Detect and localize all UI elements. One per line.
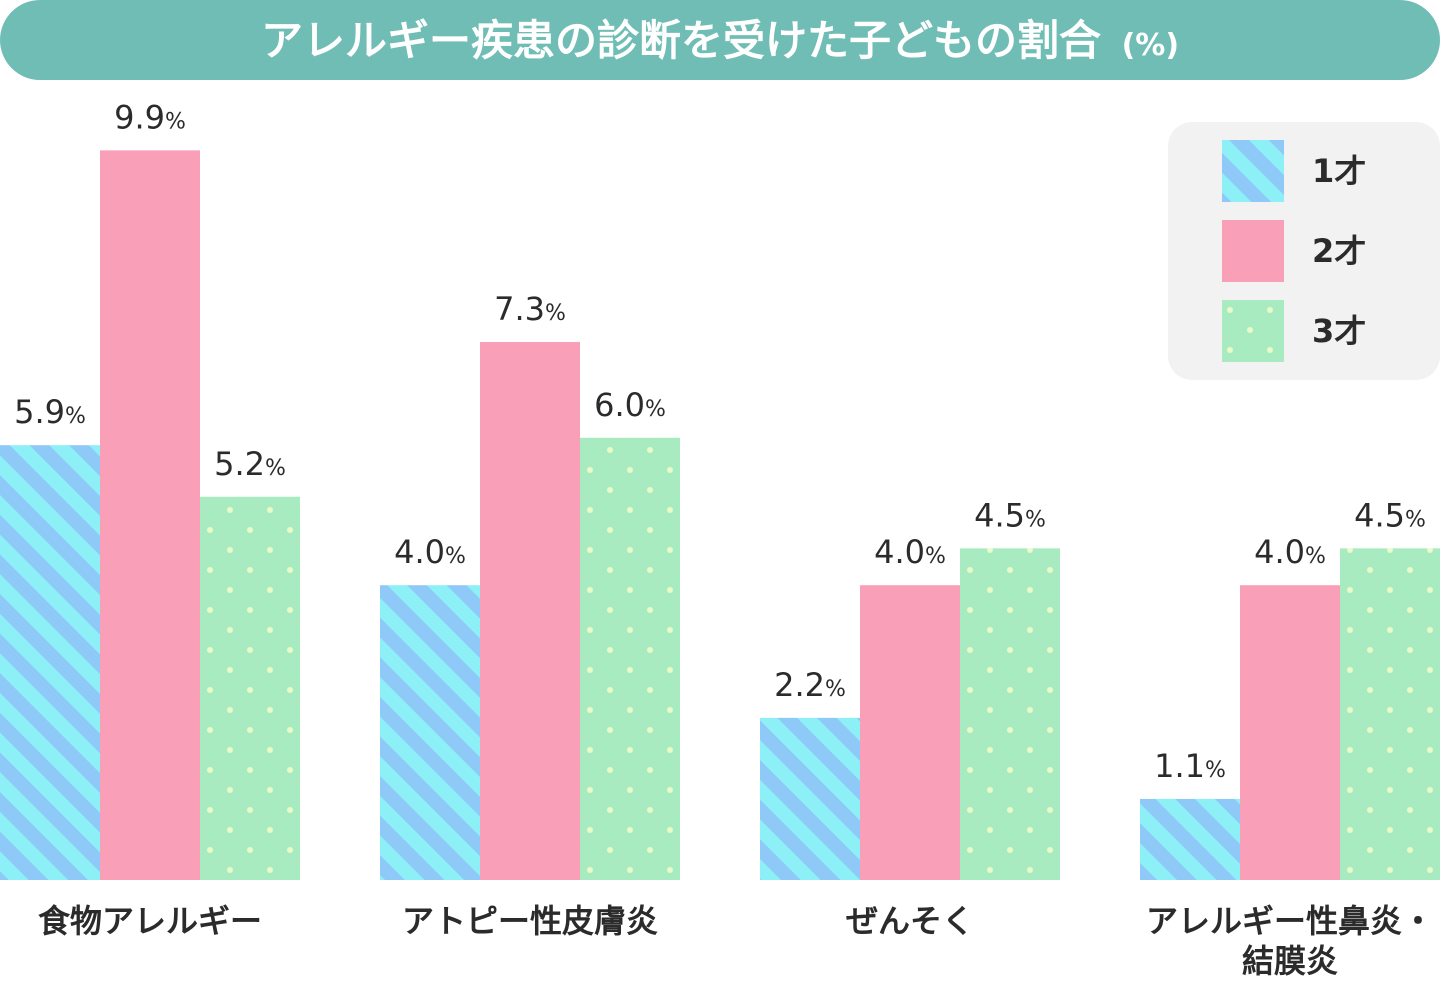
value-number: 4.0	[394, 533, 445, 571]
chart-title-unit: (%)	[1122, 28, 1179, 63]
value-label-series2-cat4: 4.0%	[1254, 533, 1326, 571]
value-number: 5.2	[214, 445, 265, 483]
bar-series1-cat4	[1140, 798, 1240, 880]
value-unit: %	[1405, 507, 1426, 532]
bar-series3-cat2	[580, 437, 680, 880]
title-background	[0, 0, 1440, 80]
value-label-series2-cat1: 9.9%	[114, 98, 186, 136]
legend-swatch-3	[1222, 300, 1284, 362]
chart-title-banner: アレルギー疾患の診断を受けた子どもの割合 (%)	[0, 0, 1440, 80]
legend-swatch-2	[1222, 220, 1284, 282]
bar-series3-cat4	[1340, 548, 1440, 880]
category-label-3: ぜんそく	[846, 902, 974, 940]
chart-title: アレルギー疾患の診断を受けた子どもの割合 (%)	[261, 16, 1179, 65]
value-label-series2-cat3: 4.0%	[874, 533, 946, 571]
category-label-2: アトピー性皮膚炎	[402, 902, 658, 940]
category-label-line: アトピー性皮膚炎	[402, 902, 658, 940]
value-label-series3-cat1: 5.2%	[214, 445, 286, 483]
value-number: 4.0	[1254, 533, 1305, 571]
value-number: 7.3	[494, 290, 545, 328]
category-label-group: 食物アレルギー アトピー性皮膚炎 ぜんそく アレルギー性鼻炎・結膜炎	[38, 902, 1434, 980]
bar-series1-cat2	[380, 585, 480, 880]
category-label-line: ぜんそく	[846, 902, 974, 940]
value-number: 1.1	[1154, 747, 1205, 785]
value-number: 5.9	[14, 393, 65, 431]
chart-title-main: アレルギー疾患の診断を受けた子どもの割合	[261, 16, 1101, 65]
value-unit: %	[1205, 758, 1226, 783]
value-unit: %	[165, 109, 186, 134]
value-label-group: 5.9%4.0%2.2%1.1%9.9%7.3%4.0% 4.0%5.2%6.0%…	[14, 98, 1426, 785]
bar-series3-cat1	[200, 496, 300, 880]
value-label-series1-cat3: 2.2%	[774, 666, 846, 704]
value-unit: %	[925, 544, 946, 569]
category-label-line: アレルギー性鼻炎・	[1146, 902, 1434, 940]
value-label-series3-cat4: 4.5%	[1354, 496, 1426, 534]
category-label-1: 食物アレルギー	[38, 902, 262, 940]
bar-series3-cat3	[960, 548, 1060, 880]
bar-group	[0, 150, 1440, 880]
bar-series2-cat2	[480, 341, 580, 880]
value-unit: %	[545, 301, 566, 326]
legend-label-3: 3才	[1312, 312, 1366, 350]
legend-label-1: 1才	[1312, 152, 1366, 190]
value-label-series1-cat4: 1.1%	[1154, 747, 1226, 785]
value-label-series1-cat1: 5.9%	[14, 393, 86, 431]
bar-series1-cat3	[760, 717, 860, 880]
value-unit: %	[65, 404, 86, 429]
category-label-4: アレルギー性鼻炎・結膜炎	[1146, 902, 1434, 980]
value-number: 9.9	[114, 98, 165, 136]
value-number: 2.2	[774, 666, 825, 704]
value-label-series2-cat2: 7.3%	[494, 290, 566, 328]
bar-series2-cat4	[1240, 585, 1340, 880]
legend-background	[1168, 122, 1440, 380]
value-unit: %	[825, 677, 846, 702]
bar-series2-cat3	[860, 585, 960, 880]
category-label-line: 結膜炎	[1242, 942, 1338, 980]
value-number: 4.5	[1354, 496, 1405, 534]
value-unit: %	[1305, 544, 1326, 569]
value-label-series3-cat2: 6.0%	[594, 386, 666, 424]
value-number: 6.0	[594, 386, 645, 424]
category-label-line: 食物アレルギー	[38, 902, 262, 940]
bar-series1-cat1	[0, 445, 100, 880]
value-unit: %	[645, 397, 666, 422]
value-number: 4.5	[974, 496, 1025, 534]
legend-label-2: 2才	[1312, 232, 1366, 270]
value-label-series1-cat2: 4.0%	[394, 533, 466, 571]
value-number: 4.0	[874, 533, 925, 571]
legend-swatch-1	[1222, 140, 1284, 202]
legend: 1才 2才 3才	[1168, 122, 1440, 380]
value-unit: %	[1025, 507, 1046, 532]
value-unit: %	[445, 544, 466, 569]
bar-series2-cat1	[100, 150, 200, 880]
value-label-series3-cat3: 4.5%	[974, 496, 1046, 534]
value-unit: %	[265, 456, 286, 481]
